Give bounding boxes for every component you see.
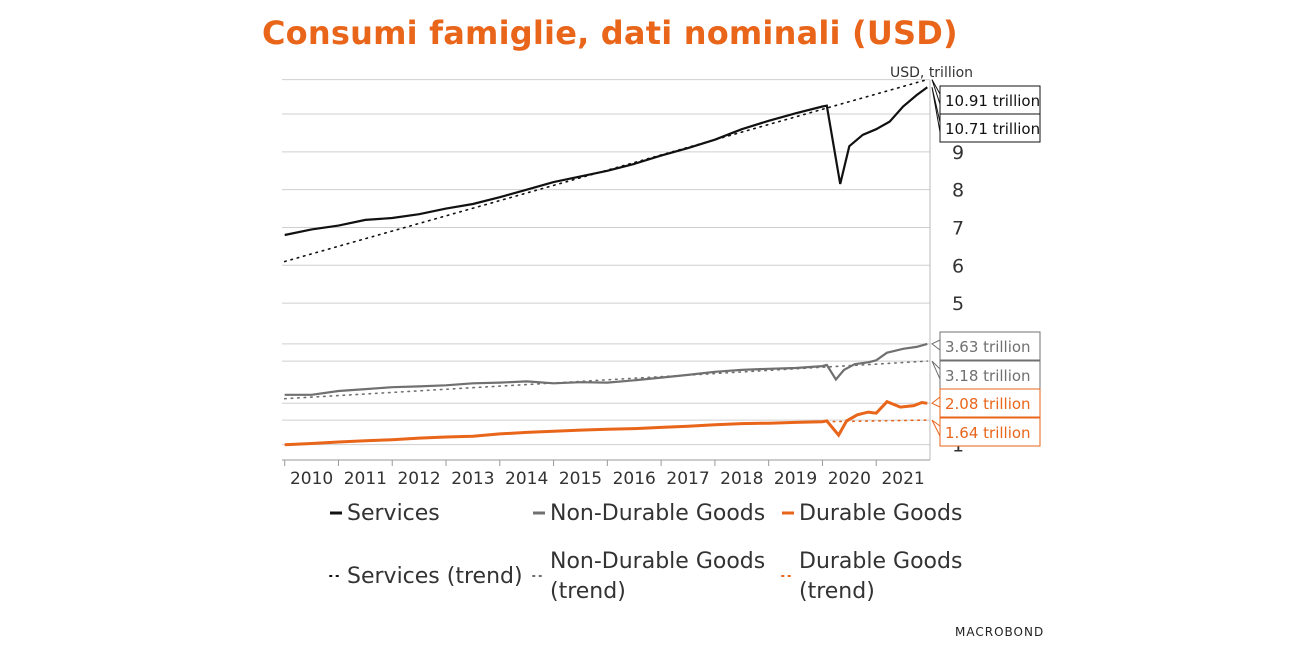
- end-label: 10.71 trillion: [931, 87, 1041, 143]
- end-label: 2.08 trillion: [931, 388, 1041, 418]
- end-label-pointer: [931, 79, 941, 105]
- series-line-services-trend: [283, 78, 929, 263]
- grid-lines: [282, 79, 930, 446]
- end-label-text: 2.08 trillion: [945, 395, 1031, 413]
- legend-label: Durable Goods: [799, 501, 962, 526]
- end-label: 3.63 trillion: [931, 331, 1041, 361]
- end-label: 3.18 trillion: [931, 360, 1041, 390]
- y-tick-label: 6: [952, 255, 964, 277]
- x-tick-label: 2020: [828, 469, 871, 489]
- legend-label: Services: [347, 501, 440, 526]
- end-label-pointer: [931, 419, 941, 437]
- y-tick-label: 7: [952, 217, 964, 239]
- x-tick-label: 2012: [397, 469, 440, 489]
- x-tick-label: 2014: [505, 469, 548, 489]
- legend-item: Non-Durable Goods: [533, 501, 765, 526]
- end-label-box: [939, 388, 1041, 418]
- x-tick-label: 2017: [666, 469, 709, 489]
- end-label-pointer: [931, 87, 941, 133]
- legend-label: Durable Goods (trend): [799, 549, 962, 604]
- end-label-box: [939, 85, 1041, 115]
- legend-label: Non-Durable Goods (trend): [550, 549, 765, 604]
- x-tick-label: 2018: [720, 469, 763, 489]
- end-label-pointer: [931, 360, 941, 380]
- legend-item: Services (trend): [329, 564, 523, 589]
- end-label: 1.64 trillion: [931, 417, 1041, 447]
- series-line-services: [284, 86, 928, 237]
- x-tick-label: 2019: [774, 469, 817, 489]
- end-label-pointer: [931, 339, 941, 351]
- end-label-pointer: [931, 396, 941, 408]
- axes: USD, trillion567891201020112012201320142…: [282, 65, 973, 489]
- chart-title: Consumi famiglie, dati nominali (USD): [262, 14, 958, 52]
- end-label-box: [939, 331, 1041, 361]
- end-label-text: 1.64 trillion: [945, 424, 1031, 442]
- series-line-non-durable-goods: [284, 342, 928, 396]
- y-axis-unit-label: USD, trillion: [890, 65, 973, 81]
- end-label-box: [939, 113, 1041, 143]
- y-tick-label: 5: [952, 293, 964, 315]
- legend-item: Non-Durable Goods (trend): [532, 549, 765, 604]
- end-label: 10.91 trillion: [931, 79, 1041, 115]
- legend-item: Durable Goods (trend): [781, 549, 962, 604]
- x-tick-label: 2016: [613, 469, 656, 489]
- end-label-text: 3.18 trillion: [945, 367, 1031, 385]
- legend-label: Services (trend): [347, 564, 523, 589]
- series-line-non-durable-goods-trend: [283, 360, 929, 400]
- y-tick-label: 9: [952, 142, 964, 164]
- x-tick-label: 2010: [290, 469, 333, 489]
- end-label-box: [939, 417, 1041, 447]
- series-line-durable-goods-trend: [826, 419, 929, 423]
- legend-item: Durable Goods: [782, 501, 962, 526]
- legend: Services Non-Durable Goods Durable Goods Se…: [329, 501, 962, 604]
- end-label-text: 10.71 trillion: [945, 120, 1040, 138]
- y-tick-label: 8: [952, 180, 964, 202]
- macrobond-logo: MACROBOND: [955, 625, 1045, 639]
- end-label-box: [939, 360, 1041, 390]
- series-line-durable-goods: [284, 399, 928, 447]
- legend-item: Services: [330, 501, 440, 526]
- x-tick-label: 2015: [559, 469, 602, 489]
- end-label-text: 3.63 trillion: [945, 338, 1031, 356]
- x-tick-label: 2021: [881, 469, 924, 489]
- end-labels: 10.91 trillion 10.71 trillion 3.63 trillio…: [931, 79, 1041, 447]
- series-lines: [283, 78, 929, 447]
- end-label-text: 10.91 trillion: [945, 92, 1040, 110]
- x-tick-label: 2013: [451, 469, 494, 489]
- legend-label: Non-Durable Goods: [550, 501, 765, 526]
- x-tick-label: 2011: [344, 469, 387, 489]
